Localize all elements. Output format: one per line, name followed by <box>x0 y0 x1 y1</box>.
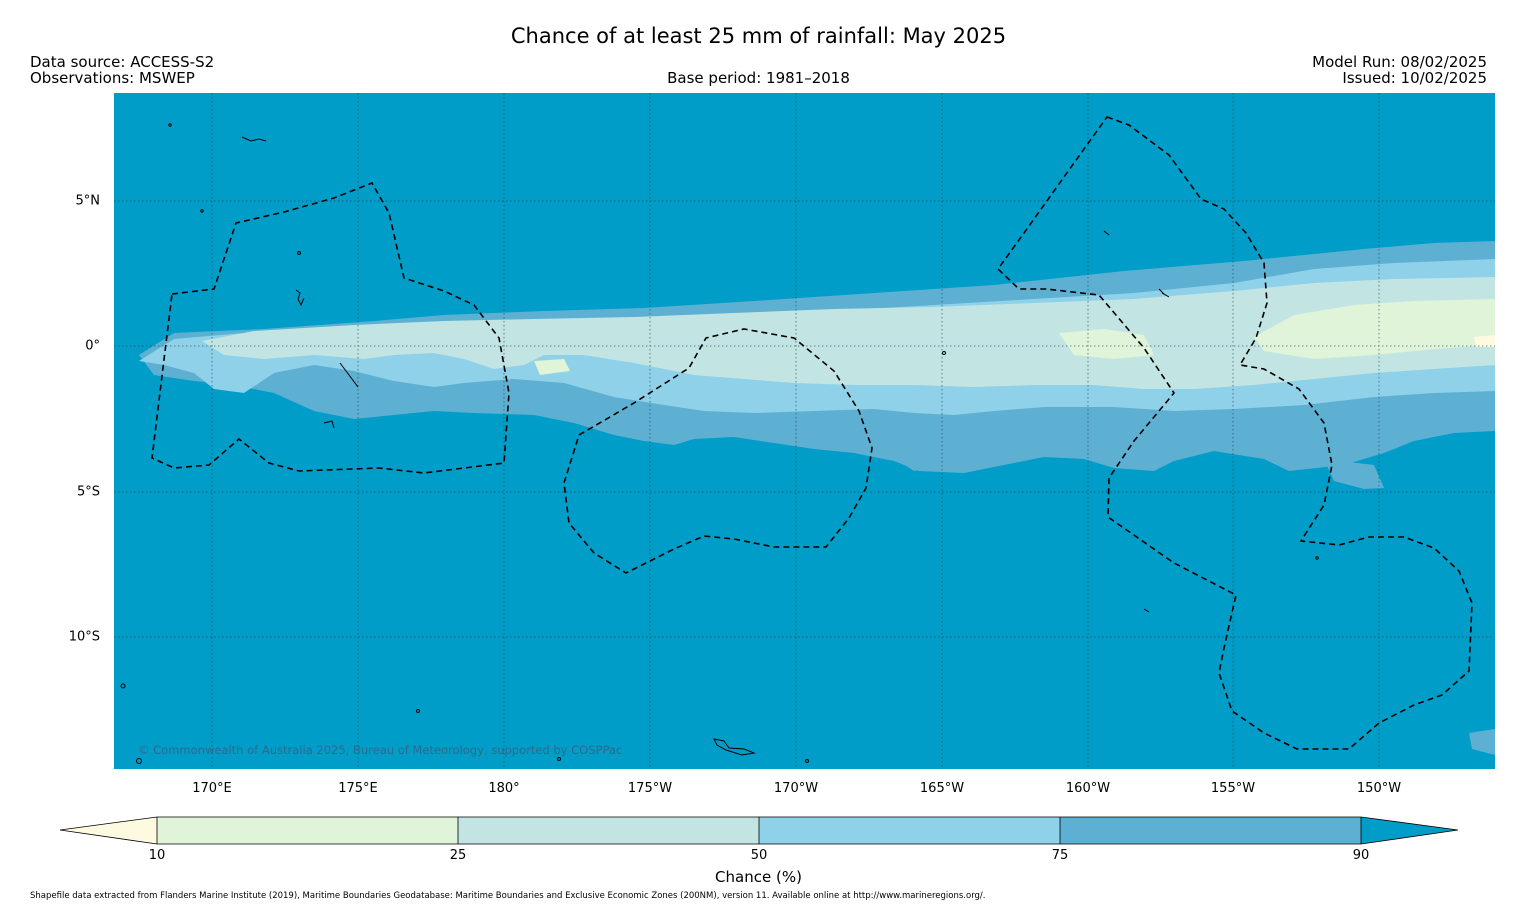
colorbar-band-75-90 <box>1060 817 1361 844</box>
eez-boundary-kiribati-gilberts <box>151 182 510 474</box>
issued-text: Issued: 10/02/2025 <box>1342 69 1487 87</box>
lon-label: 170°W <box>773 781 819 796</box>
model-run-text: Model Run: 08/02/2025 <box>1312 53 1487 71</box>
colorbar-tick-label: 10 <box>148 848 166 863</box>
colorbar-label: Chance (%) <box>715 868 802 886</box>
footer-attribution: Shapefile data extracted from Flanders M… <box>30 891 986 901</box>
island-outline <box>295 289 305 307</box>
island-outline <box>241 136 267 142</box>
island-outline <box>339 362 359 388</box>
island-outline <box>120 683 126 689</box>
data-source-text: Data source: ACCESS-S2 <box>30 53 215 71</box>
graticule <box>114 93 1495 769</box>
island-outline <box>1315 556 1319 560</box>
island-outline <box>168 123 172 127</box>
island-outline <box>297 251 301 255</box>
lon-label: 180° <box>488 781 520 796</box>
rainfall-probability-map <box>114 93 1495 769</box>
island-outline <box>1143 608 1150 613</box>
contour-10-25 <box>1254 299 1495 359</box>
colorbar-band-50-75 <box>759 817 1060 844</box>
observations-text: Observations: MSWEP <box>30 69 195 87</box>
colorbar <box>59 816 1459 845</box>
eez-boundary-line-islands <box>996 116 1473 750</box>
colorbar-band-10-25 <box>157 817 458 844</box>
colorbar-tick-label: 50 <box>750 848 768 863</box>
island-outline <box>557 757 561 761</box>
lon-label: 165°W <box>919 781 965 796</box>
lon-label: 155°W <box>1210 781 1256 796</box>
lon-label: 160°W <box>1065 781 1111 796</box>
contour-25-50 <box>202 277 1495 389</box>
colorbar-band-25-50 <box>458 817 759 844</box>
lon-label: 175°E <box>338 781 378 796</box>
contour-10-25-patch <box>1059 329 1154 359</box>
eez-boundaries <box>151 116 1473 750</box>
contour-10-25-patch <box>534 359 570 375</box>
map-title: Chance of at least 25 mm of rainfall: Ma… <box>510 24 1007 48</box>
island-outline <box>1103 230 1110 236</box>
island-outline <box>200 209 204 213</box>
island-outline <box>416 709 420 713</box>
colorbar-tick-label: 25 <box>449 848 467 863</box>
lon-label: 170°E <box>192 781 232 796</box>
lat-label: 10°S <box>68 629 100 645</box>
island-outline <box>136 758 142 764</box>
colorbar-tick-label: 75 <box>1051 848 1069 863</box>
island-outline <box>713 738 756 756</box>
island-outline <box>805 759 809 763</box>
contour-75-90-patch <box>899 445 944 471</box>
lon-label: 150°W <box>1356 781 1402 796</box>
island-outline <box>942 351 946 355</box>
lat-label: 5°N <box>75 193 101 209</box>
lat-label: 0° <box>85 338 100 354</box>
lon-label: 175°W <box>627 781 673 796</box>
colorbar-band-under-10 <box>60 817 157 844</box>
contour-75-90-patch <box>1324 459 1384 489</box>
colorbar-tick-label: 90 <box>1352 848 1370 863</box>
islands <box>120 123 1319 764</box>
copyright-credit: © Commonwealth of Australia 2025, Bureau… <box>138 743 623 757</box>
island-outline <box>1158 288 1170 298</box>
base-period-text: Base period: 1981–2018 <box>667 69 850 87</box>
lat-label: 5°S <box>76 484 100 500</box>
contour-75-90-patch <box>1469 729 1495 755</box>
colorbar-band-over-90 <box>1361 817 1458 844</box>
island-outline <box>323 420 335 429</box>
contour-under-10-patch <box>1474 335 1495 347</box>
